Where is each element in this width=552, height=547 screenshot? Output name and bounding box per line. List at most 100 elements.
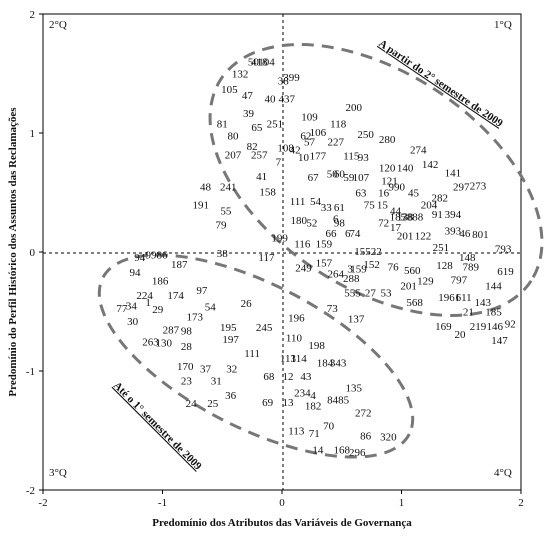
data-point-label: 143	[475, 297, 492, 309]
data-point-label: 28	[181, 341, 193, 353]
data-point-label: 109	[301, 111, 318, 123]
data-point-label: 47	[242, 90, 254, 102]
data-point-label: 86	[360, 430, 372, 442]
data-point-label: 343	[330, 358, 347, 370]
data-point-label: 157	[316, 258, 333, 270]
data-point-label: 57	[304, 136, 316, 148]
data-point-label: 227	[328, 136, 345, 148]
data-point-label: 288	[343, 273, 360, 285]
data-point-label: 399	[283, 72, 300, 84]
data-point-label: 4	[310, 390, 316, 402]
data-point-label: 94	[134, 252, 146, 264]
data-point-label: 264	[328, 268, 345, 280]
data-point-label: 7	[276, 157, 282, 169]
x-axis-ticks: -2 -1 0 1 2	[38, 490, 524, 509]
data-point-label: 393	[445, 226, 462, 238]
data-point-label: 79	[216, 220, 228, 232]
data-point-label: 69	[262, 397, 274, 409]
data-point-label: 105	[221, 84, 238, 96]
data-point-label: 168	[334, 445, 351, 457]
lower-group-ellipse	[97, 253, 415, 459]
data-point-label: 16	[378, 188, 390, 200]
data-point-label: 94	[130, 267, 142, 279]
data-point-label: 224	[136, 290, 153, 302]
data-point-label: 26	[241, 298, 253, 310]
data-point-label: 21	[463, 307, 474, 319]
data-point-label: 44	[390, 205, 402, 217]
data-point-label: 185	[485, 307, 502, 319]
y-tick-label: 0	[30, 247, 36, 259]
data-point-label: 10	[298, 152, 310, 164]
data-point-label: 174	[167, 290, 184, 302]
data-point-label: 32	[226, 364, 237, 376]
data-point-label: 234	[294, 387, 311, 399]
data-point-label: 77	[116, 303, 128, 315]
data-point-label: 52	[306, 217, 317, 229]
data-point-label: 41	[256, 171, 267, 183]
data-point-label: 48	[200, 182, 212, 194]
data-point-label: 92	[505, 318, 516, 330]
y-axis-ticks: 2 1 0 -1 -2	[26, 9, 43, 497]
data-point-label: 98	[181, 326, 193, 338]
data-point-label: 108	[277, 142, 294, 154]
data-point-label: 116	[294, 239, 311, 251]
data-point-label: 560	[404, 265, 421, 277]
data-point-label: 129	[417, 276, 434, 288]
data-point-label: 122	[415, 230, 432, 242]
data-point-label: 76	[388, 261, 400, 273]
data-point-label: 27	[365, 287, 377, 299]
data-point-label: 115	[343, 151, 360, 163]
data-point-label: 793	[495, 243, 512, 255]
data-point-label: 170	[177, 361, 194, 373]
x-tick-label: 1	[399, 497, 405, 509]
data-point-label: 98	[334, 217, 346, 229]
y-axis-title: Predomínio do Perfil Histórico dos Assun…	[7, 107, 19, 397]
quadrant-label-3: 3°Q	[49, 467, 67, 479]
data-point-label: 273	[470, 180, 487, 192]
data-point-label: 110	[286, 333, 303, 345]
data-point-label: 82	[247, 141, 258, 153]
data-point-label: 148	[459, 252, 476, 264]
data-point-label: 207	[225, 149, 242, 161]
data-point-label: 113	[280, 353, 297, 365]
y-tick-label: -2	[26, 485, 35, 497]
data-point-label: 23	[181, 376, 193, 388]
data-point-label: 1	[145, 297, 151, 309]
data-point-label: 66	[325, 228, 337, 240]
data-point-label: 37	[200, 364, 212, 376]
data-point-label: 40	[265, 93, 277, 105]
data-point-label: 568	[406, 297, 423, 309]
data-point-label: 107	[353, 172, 370, 184]
quadrant-label-2: 2°Q	[49, 19, 67, 31]
data-point-label: 555	[344, 287, 361, 299]
data-point-label: 8485	[327, 395, 350, 407]
data-point-label: 42	[290, 145, 301, 157]
data-point-label: 38	[278, 76, 290, 88]
data-point-label: 201	[400, 280, 417, 292]
data-point-label: 184	[317, 358, 334, 370]
data-point-label: 113	[288, 426, 305, 438]
x-tick-label: -1	[158, 497, 167, 509]
data-point-label: 63	[355, 188, 367, 200]
data-point-label: 274	[410, 145, 427, 157]
data-point-label: 146	[486, 321, 503, 333]
data-point-label: 71	[309, 428, 320, 440]
data-point-label: 114	[291, 353, 308, 365]
data-point-label: 20	[455, 329, 467, 341]
data-point-label: 65	[251, 122, 263, 134]
data-point-label: 30	[127, 316, 139, 328]
data-point-label: 159	[316, 239, 333, 251]
data-point-label: 97	[196, 285, 208, 297]
x-tick-label: 0	[279, 497, 285, 509]
data-point-label: 173	[187, 311, 204, 323]
data-point-label: 199	[271, 233, 288, 245]
data-point-label: 142	[422, 159, 439, 171]
data-point-label: 12	[282, 371, 293, 383]
data-point-label: 120	[379, 163, 396, 175]
data-point-label: 17	[390, 222, 402, 234]
data-point-label: 59	[343, 172, 355, 184]
quadrant-label-4: 4°Q	[494, 467, 512, 479]
data-point-label: 33	[321, 202, 333, 214]
data-point-label: 990	[388, 182, 405, 194]
